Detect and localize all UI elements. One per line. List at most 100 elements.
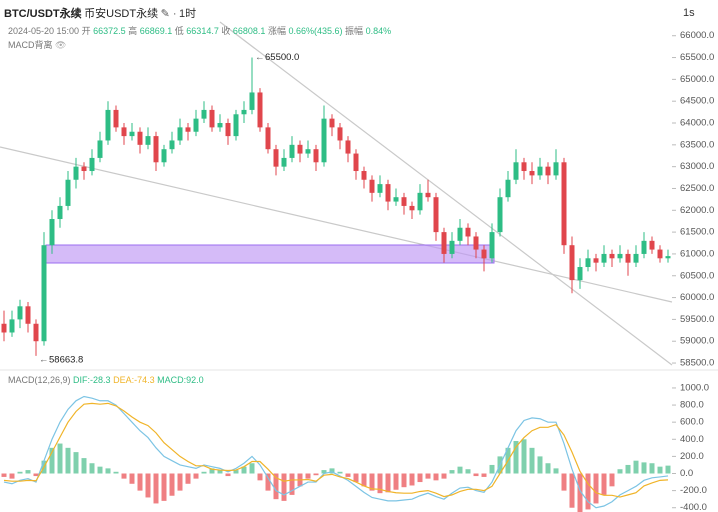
price-annotation: 65500.0 [265, 52, 299, 63]
candle-body [113, 109, 119, 128]
y-tick-label: 800.0 [680, 400, 704, 411]
resolution[interactable]: 1s [683, 7, 695, 19]
macd-bar [633, 460, 639, 474]
macd-bar [617, 469, 623, 474]
candle-body [353, 153, 359, 172]
price-annotation: 58663.8 [49, 354, 83, 365]
candle-body [369, 179, 375, 193]
candle-body [633, 253, 639, 263]
macd-bar [105, 468, 111, 474]
datetime: 2024-05-20 15:00 [8, 26, 80, 36]
candle-body [89, 157, 95, 172]
macd-bar [353, 473, 359, 483]
candle-body [385, 184, 391, 202]
candle-body [609, 253, 615, 259]
candle-body [97, 140, 103, 158]
macd-bar [561, 473, 567, 491]
candle-body [513, 162, 519, 180]
candle-body [417, 192, 423, 211]
macd-bar [193, 473, 199, 479]
edit-icon[interactable]: ✎ · [160, 8, 177, 20]
macd-bar [513, 440, 519, 474]
candle-body [233, 114, 239, 137]
candle-body [321, 118, 327, 163]
macd-bar [409, 473, 415, 486]
candle-body [9, 319, 15, 333]
candle-body [81, 166, 87, 172]
field-label: 开 [81, 26, 91, 36]
macd-bar [89, 463, 95, 474]
macd-legend: MACD(12,26,9) DIF:-28.3 DEA:-74.3 MACD:9… [8, 375, 204, 385]
field-label: 收 [221, 26, 231, 36]
y-tick-label: 400.0 [680, 434, 704, 445]
field-value: 0.84% [365, 26, 392, 36]
macd-bar [177, 473, 183, 491]
candle-body [265, 127, 271, 150]
price-arrow: ← [39, 354, 49, 365]
y-tick-label: 61000.0 [680, 248, 714, 259]
macd-bar [569, 473, 575, 508]
candle-body [561, 162, 567, 246]
macd-bar [537, 456, 543, 474]
macd-bar [225, 473, 231, 477]
candle-body [553, 162, 559, 176]
candle-body [529, 171, 535, 176]
macd-bar [153, 473, 159, 504]
candle-body [313, 149, 319, 163]
macd-bar [465, 469, 471, 474]
macd-bar [145, 473, 151, 498]
field-value: 66869.1 [139, 26, 173, 36]
macd-bar [313, 473, 319, 476]
candle-body [289, 144, 295, 158]
macd-bar [449, 470, 455, 474]
field-value: 66314.7 [186, 26, 219, 36]
trend-line [219, 21, 673, 366]
macd-bar [281, 473, 287, 501]
candle-body [41, 245, 47, 342]
candle-body [649, 240, 655, 250]
zone-box [45, 244, 495, 264]
header-row: BTC/USDT永续 币安USDT永续 ✎ · 1时 [4, 5, 196, 21]
candle-body [161, 149, 167, 163]
macd-bar [137, 473, 143, 491]
macd-bar [393, 473, 399, 490]
macd-bar [593, 473, 599, 504]
candle-body [521, 162, 527, 172]
indicator-name: MACD背离 [8, 40, 53, 50]
macd-bar [345, 473, 351, 477]
macd-bar [81, 458, 87, 474]
macd-bar [433, 473, 439, 481]
macd-bar [73, 452, 79, 474]
macd-bar [57, 443, 63, 474]
y-tick-label: 64000.0 [680, 118, 714, 129]
candle-body [73, 166, 79, 180]
candle-body [329, 118, 335, 128]
candle-body [441, 232, 447, 254]
dea-label: DEA:-74.3 [113, 375, 155, 385]
macd-bar [641, 462, 647, 474]
macd-bar [209, 468, 215, 474]
macd-bar [129, 473, 135, 484]
macd-bar [601, 473, 607, 495]
y-tick-label: 0.0 [680, 468, 693, 479]
candle-body [481, 249, 487, 259]
candle-body [169, 140, 175, 150]
candle-body [137, 131, 143, 145]
macd-bar [273, 473, 279, 500]
y-tick-label: 59000.0 [680, 336, 714, 347]
macd-bar [361, 473, 367, 487]
macd-bar [257, 473, 263, 481]
y-tick-label: 58500.0 [680, 358, 714, 369]
candle-body [409, 205, 415, 211]
macd-bar [185, 473, 191, 484]
macd-bar [401, 473, 407, 488]
candle-body [345, 140, 351, 154]
candle-body [361, 171, 367, 180]
macd-bar [377, 473, 383, 494]
macd-bar [201, 471, 207, 474]
y-tick-label: 63500.0 [680, 139, 714, 150]
candle-body [273, 149, 279, 167]
interval[interactable]: 1时 [179, 8, 197, 20]
dif-line [3, 395, 669, 509]
macd-bar [369, 473, 375, 491]
